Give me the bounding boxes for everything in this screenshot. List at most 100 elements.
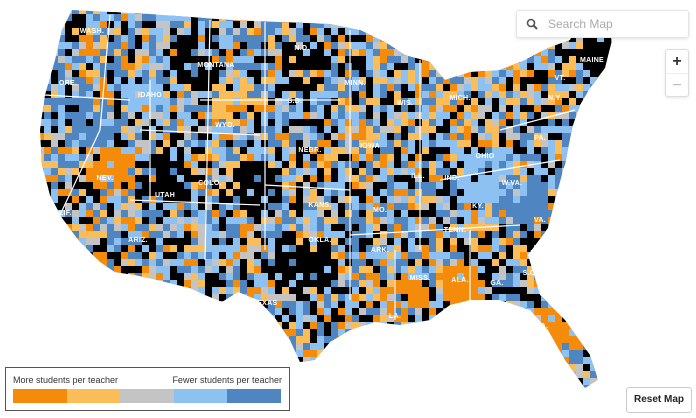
county-cell[interactable] (401, 231, 408, 238)
county-cell[interactable] (464, 42, 471, 56)
county-cell[interactable] (436, 203, 443, 210)
county-cell[interactable] (513, 364, 527, 371)
county-cell[interactable] (170, 140, 177, 147)
county-cell[interactable] (408, 392, 415, 399)
county-cell[interactable] (492, 21, 506, 28)
county-cell[interactable] (429, 273, 436, 280)
county-cell[interactable] (492, 259, 499, 266)
county-cell[interactable] (555, 175, 569, 182)
county-cell[interactable] (429, 175, 436, 182)
county-cell[interactable] (429, 238, 436, 245)
county-cell[interactable] (422, 161, 429, 168)
county-cell[interactable] (408, 238, 415, 245)
county-cell[interactable] (226, 301, 233, 315)
county-cell[interactable] (569, 308, 583, 315)
county-cell[interactable] (198, 336, 212, 350)
county-cell[interactable] (65, 91, 72, 98)
county-cell[interactable] (331, 350, 338, 357)
county-cell[interactable] (485, 350, 499, 357)
county-cell[interactable] (37, 189, 44, 196)
county-cell[interactable] (149, 49, 156, 56)
county-cell[interactable] (534, 357, 541, 364)
county-cell[interactable] (142, 287, 149, 301)
county-cell[interactable] (562, 259, 569, 266)
county-cell[interactable] (506, 245, 513, 252)
county-cell[interactable] (345, 392, 352, 399)
county-cell[interactable] (44, 294, 51, 301)
county-cell[interactable] (198, 322, 205, 329)
county-cell[interactable] (310, 7, 317, 21)
county-cell[interactable] (373, 392, 380, 399)
county-cell[interactable] (408, 203, 415, 210)
county-cell[interactable] (212, 196, 219, 203)
county-cell[interactable] (205, 322, 212, 329)
county-cell[interactable] (338, 196, 345, 203)
county-cell[interactable] (520, 175, 527, 182)
county-cell[interactable] (548, 280, 555, 287)
county-cell[interactable] (296, 49, 303, 56)
county-cell[interactable] (373, 119, 380, 126)
county-cell[interactable] (72, 280, 86, 287)
county-cell[interactable] (485, 308, 492, 315)
county-cell[interactable] (464, 98, 471, 105)
county-cell[interactable] (478, 7, 485, 21)
county-cell[interactable] (415, 287, 422, 294)
county-cell[interactable] (268, 140, 275, 147)
county-cell[interactable] (72, 231, 79, 238)
county-cell[interactable] (205, 308, 219, 322)
county-cell[interactable] (212, 21, 219, 28)
county-cell[interactable] (135, 322, 142, 329)
county-cell[interactable] (142, 231, 149, 238)
county-cell[interactable] (289, 126, 296, 133)
county-cell[interactable] (597, 112, 604, 119)
county-cell[interactable] (317, 77, 324, 84)
county-cell[interactable] (611, 315, 618, 322)
county-cell[interactable] (240, 280, 247, 287)
county-cell[interactable] (79, 322, 86, 329)
county-cell[interactable] (450, 392, 464, 399)
county-cell[interactable] (597, 182, 611, 189)
county-cell[interactable] (149, 147, 156, 154)
county-cell[interactable] (464, 322, 471, 329)
county-cell[interactable] (191, 49, 198, 56)
county-cell[interactable] (415, 70, 422, 77)
county-cell[interactable] (268, 70, 275, 77)
county-cell[interactable] (429, 385, 443, 392)
county-cell[interactable] (499, 385, 506, 392)
county-cell[interactable] (226, 259, 233, 266)
county-cell[interactable] (583, 315, 597, 322)
county-cell[interactable] (142, 315, 156, 329)
county-cell[interactable] (401, 399, 408, 406)
county-cell[interactable] (457, 259, 464, 266)
county-cell[interactable] (499, 399, 506, 413)
county-cell[interactable] (352, 371, 359, 385)
county-cell[interactable] (534, 77, 541, 84)
county-cell[interactable] (121, 210, 128, 217)
county-cell[interactable] (58, 259, 72, 266)
county-cell[interactable] (590, 84, 597, 91)
county-cell[interactable] (212, 336, 226, 343)
county-cell[interactable] (247, 42, 254, 49)
county-cell[interactable] (135, 175, 142, 182)
county-cell[interactable] (576, 161, 583, 175)
county-cell[interactable] (583, 182, 597, 189)
county-cell[interactable] (359, 336, 373, 343)
county-cell[interactable] (191, 154, 198, 161)
county-cell[interactable] (268, 105, 275, 112)
county-cell[interactable] (289, 154, 296, 161)
county-cell[interactable] (478, 28, 485, 42)
county-cell[interactable] (198, 273, 205, 280)
county-cell[interactable] (58, 266, 72, 273)
county-cell[interactable] (569, 238, 576, 252)
county-cell[interactable] (457, 0, 464, 7)
county-cell[interactable] (380, 7, 387, 14)
county-cell[interactable] (107, 70, 114, 77)
county-cell[interactable] (590, 112, 597, 119)
county-cell[interactable] (149, 308, 156, 315)
county-cell[interactable] (310, 392, 317, 406)
county-cell[interactable] (142, 308, 149, 322)
county-cell[interactable] (317, 357, 324, 371)
county-cell[interactable] (555, 273, 562, 280)
county-cell[interactable] (289, 56, 296, 63)
county-cell[interactable] (212, 238, 219, 245)
